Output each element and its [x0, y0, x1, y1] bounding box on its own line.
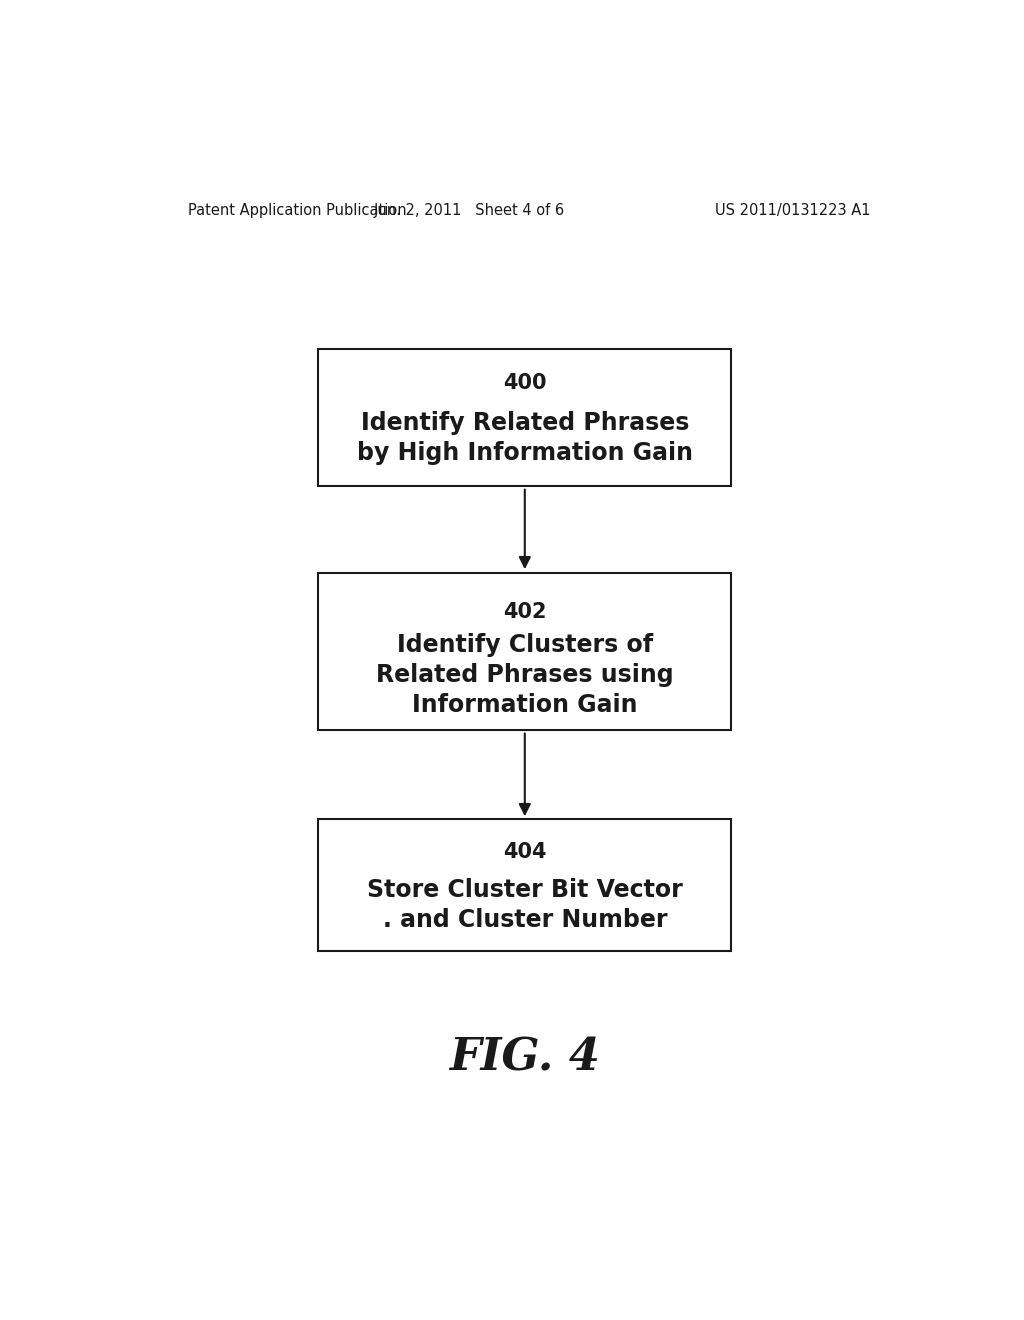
Text: Jun. 2, 2011   Sheet 4 of 6: Jun. 2, 2011 Sheet 4 of 6 — [374, 203, 565, 218]
Text: 404: 404 — [503, 842, 547, 862]
Text: FIG. 4: FIG. 4 — [450, 1036, 600, 1080]
Text: Store Cluster Bit Vector
. and Cluster Number: Store Cluster Bit Vector . and Cluster N… — [367, 878, 683, 932]
Bar — [318, 573, 731, 730]
Text: US 2011/0131223 A1: US 2011/0131223 A1 — [715, 203, 870, 218]
Text: Identify Related Phrases
by High Information Gain: Identify Related Phrases by High Informa… — [356, 412, 693, 465]
Bar — [318, 818, 731, 952]
Text: 400: 400 — [503, 374, 547, 393]
Text: 402: 402 — [503, 602, 547, 622]
Text: Patent Application Publication: Patent Application Publication — [187, 203, 407, 218]
Bar — [318, 348, 731, 486]
Text: Identify Clusters of
Related Phrases using
Information Gain: Identify Clusters of Related Phrases usi… — [376, 634, 674, 717]
